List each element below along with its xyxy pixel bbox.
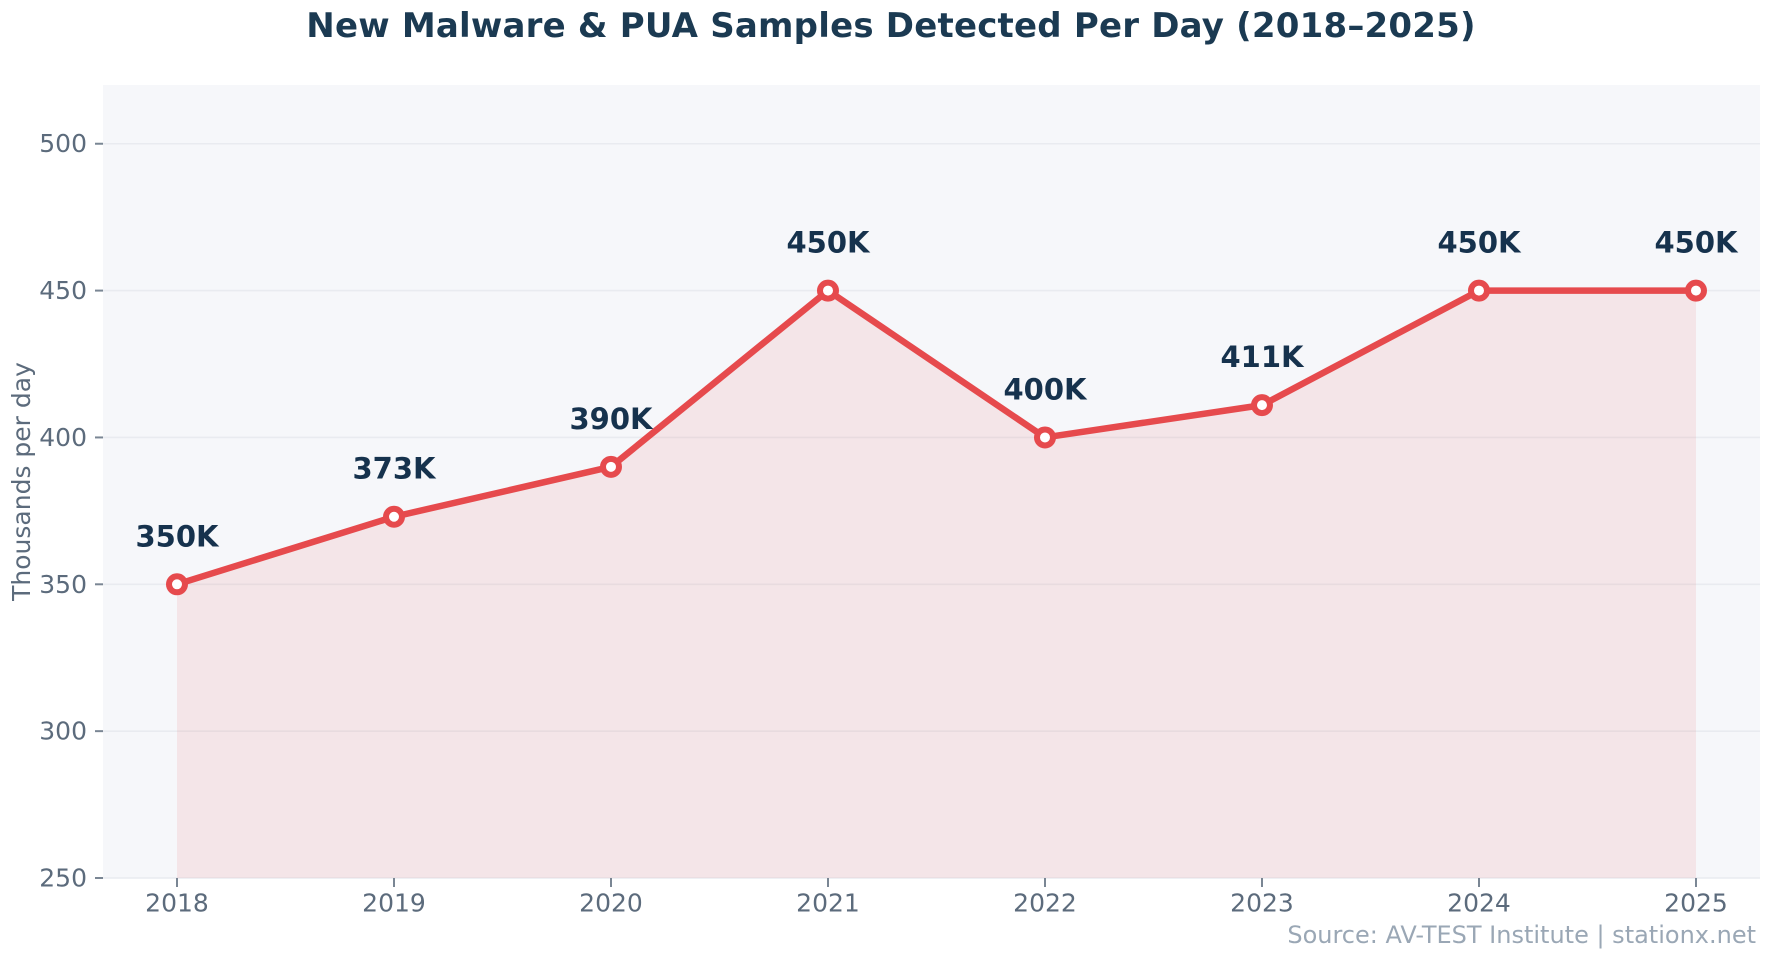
area-fill	[176, 290, 1696, 878]
data-point-marker	[1684, 279, 1707, 302]
data-line	[173, 287, 1700, 588]
source-caption: Source: AV-TEST Institute | stationx.net	[1287, 921, 1756, 949]
y-axis-title: Thousands per day	[7, 362, 36, 602]
data-point-marker	[599, 455, 622, 478]
y-tick-label: 400	[39, 423, 87, 452]
data-point-label: 411K	[1220, 340, 1305, 374]
x-tick-label: 2020	[579, 888, 643, 917]
data-point-label: 450K	[1437, 226, 1522, 260]
x-tick-label: 2023	[1230, 888, 1294, 917]
data-point-marker	[1033, 426, 1056, 449]
data-point-marker	[165, 573, 188, 596]
data-point-marker	[1250, 394, 1273, 417]
data-point-label: 373K	[352, 452, 437, 486]
plot-background	[103, 85, 1760, 878]
x-tick-label: 2021	[796, 888, 860, 917]
data-point-marker	[1467, 279, 1490, 302]
chart-title: New Malware & PUA Samples Detected Per D…	[306, 6, 1476, 46]
x-tick-label: 2022	[1013, 888, 1077, 917]
data-point-label: 450K	[786, 226, 871, 260]
x-tick-label: 2025	[1664, 888, 1728, 917]
data-point-label: 390K	[569, 402, 654, 436]
data-point-label: 450K	[1654, 226, 1739, 260]
y-tick-label: 450	[39, 276, 87, 305]
x-tick-label: 2018	[145, 888, 209, 917]
data-point-label: 400K	[1003, 372, 1088, 406]
y-tick-label: 250	[39, 864, 87, 893]
y-tick-label: 300	[39, 717, 87, 746]
y-tick-label: 350	[39, 570, 87, 599]
x-tick-label: 2019	[362, 888, 426, 917]
data-point-marker	[816, 279, 839, 302]
data-point-label: 350K	[135, 519, 220, 553]
x-tick-label: 2024	[1447, 888, 1511, 917]
data-point-marker	[382, 505, 405, 528]
y-tick-label: 500	[39, 129, 87, 158]
